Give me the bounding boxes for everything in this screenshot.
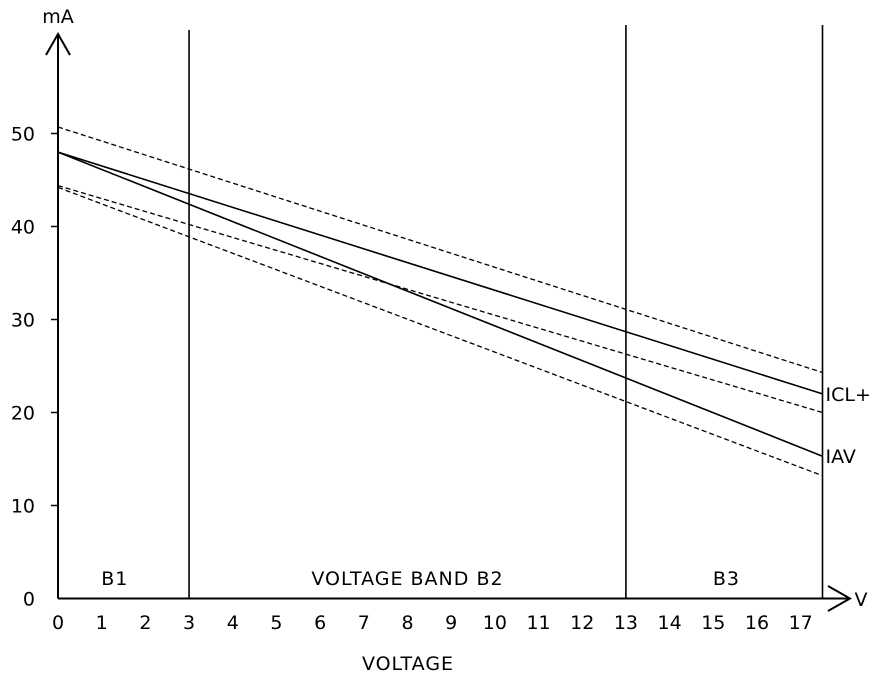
x-tick-label: 7 — [358, 612, 370, 634]
dashed-bound-line-2 — [57, 126, 823, 374]
band-label: B3 — [713, 568, 740, 590]
x-axis-arrow-label: V — [855, 589, 868, 611]
y-axis-title: mA — [42, 6, 74, 28]
x-tick-label: 13 — [614, 612, 638, 634]
x-tick-label: 1 — [96, 612, 108, 634]
text-labels: ICL+RIAV01020304050012345678910111213141… — [11, 6, 871, 675]
y-tick-label: 20 — [11, 403, 35, 425]
x-tick-label: 6 — [314, 612, 326, 634]
y-tick-label: 0 — [23, 589, 35, 611]
y-tick-label: 40 — [11, 217, 35, 239]
x-tick-label: 14 — [658, 612, 682, 634]
y-axis-arrow — [45, 31, 71, 56]
y-tick-label: 30 — [11, 310, 35, 332]
x-axis-title: VOLTAGE — [362, 653, 454, 675]
x-tick-label: 3 — [183, 612, 195, 634]
x-tick-label: 11 — [526, 612, 550, 634]
x-tick-label: 4 — [227, 612, 239, 634]
x-tick-label: 12 — [570, 612, 594, 634]
series-line-icl-r — [57, 151, 823, 395]
x-tick-label: 5 — [270, 612, 282, 634]
axes — [45, 31, 853, 612]
x-tick-label: 9 — [445, 612, 457, 634]
x-tick-label: 10 — [483, 612, 507, 634]
x-tick-label: 16 — [745, 612, 769, 634]
x-axis-arrow — [827, 585, 853, 612]
x-tick-label: 0 — [52, 612, 64, 634]
y-tick-label: 10 — [11, 496, 35, 518]
x-tick-label: 2 — [139, 612, 151, 634]
series-label: ICL+R — [826, 384, 871, 406]
y-tick-label: 50 — [11, 124, 35, 146]
series-line-iav — [57, 151, 823, 457]
series-label: IAV — [826, 446, 856, 468]
band-boundaries — [188, 25, 824, 599]
data-series — [57, 126, 823, 477]
band-label: B1 — [101, 568, 128, 590]
dashed-bound-line-3 — [57, 184, 823, 414]
band-label: VOLTAGE BAND B2 — [311, 568, 503, 590]
x-tick-label: 15 — [701, 612, 725, 634]
x-tick-label: 17 — [789, 612, 813, 634]
dashed-bound-line-4 — [57, 186, 823, 477]
x-tick-label: 8 — [401, 612, 413, 634]
